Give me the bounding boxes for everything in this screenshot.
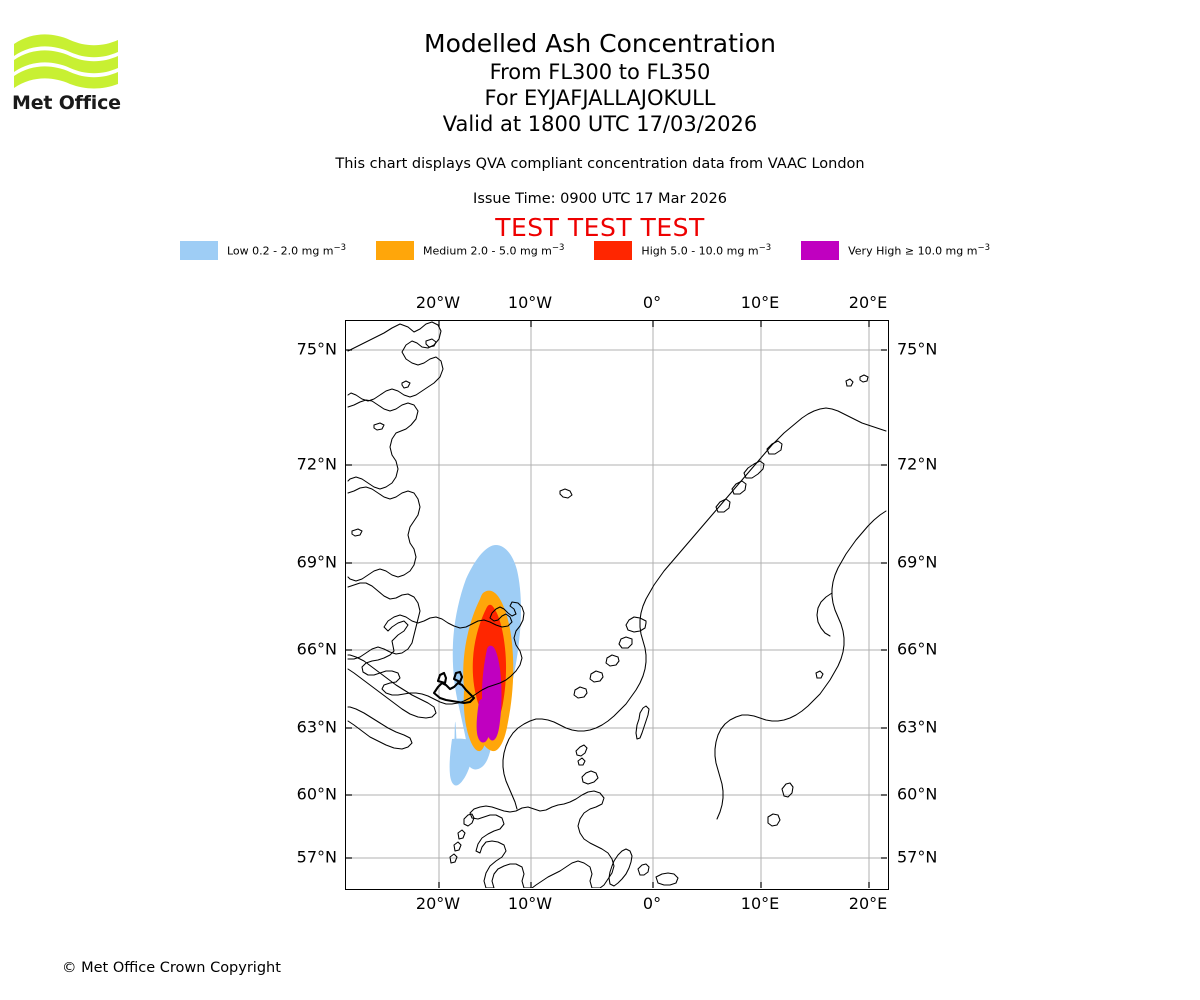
copyright-footer: © Met Office Crown Copyright [62,960,281,976]
legend-label-high: High 5.0 - 10.0 mg m−3 [641,243,772,258]
lon-tick-top-2: 0° [642,293,662,312]
legend-item-low: Low 0.2 - 2.0 mg m−3 [179,241,376,260]
coastline-faroe-islands [575,744,588,766]
lon-tick-top-3: 10°E [740,293,780,312]
lon-tick-bottom-3: 10°E [740,894,780,913]
lon-tick-top-0: 20°W [415,293,461,312]
lon-tick-bottom-0: 20°W [415,894,461,913]
legend-label-low: Low 0.2 - 2.0 mg m−3 [226,243,347,258]
legend-swatch-high [594,241,633,260]
legend-swatch-very-high [801,241,840,260]
qva-note: This chart displays QVA compliant concen… [335,156,865,172]
valid-time-subtitle: Valid at 1800 UTC 17/03/2026 [442,112,758,136]
grid-lines-lon [438,321,870,888]
legend-item-medium: Medium 2.0 - 5.0 mg m−3 [376,241,594,260]
axis-ticks [346,321,887,888]
lon-tick-bottom-4: 20°E [848,894,888,913]
lat-tick-left-60: 60°N [296,784,337,804]
map-frame [345,320,889,890]
met-office-logo: Met Office [12,28,132,114]
lon-tick-top-4: 20°E [848,293,888,312]
coastline-jan-mayen [559,488,573,499]
lat-tick-right-72: 72°N [897,454,938,474]
issue-time: Issue Time: 0900 UTC 17 Mar 2026 [473,191,727,207]
coastline-shetland [635,705,650,740]
lat-tick-right-66: 66°N [897,639,938,659]
legend-item-very-high: Very High ≥ 10.0 mg m−3 [801,241,1020,260]
ash-contour-very-high-south [476,697,492,743]
concentration-legend: Low 0.2 - 2.0 mg m−3 Medium 2.0 - 5.0 mg… [0,241,1200,260]
lat-tick-left-66: 66°N [296,639,337,659]
lat-tick-right-75: 75°N [897,339,938,359]
flight-level-subtitle: From FL300 to FL350 [489,60,711,84]
title-block: Modelled Ash Concentration From FL300 to… [0,28,1200,137]
map-plot-area: 20°W 10°W 0° 10°E 20°E 20°W 10°W 0° 10°E… [297,293,938,913]
lat-tick-right-57: 57°N [897,847,938,867]
coastline-scandinavia [502,378,887,887]
lon-tick-bottom-2: 0° [642,894,662,913]
lat-tick-left-72: 72°N [296,454,337,474]
test-banner: TEST TEST TEST [495,213,705,242]
lat-tick-left-57: 57°N [296,847,337,867]
met-office-wave-icon [14,34,118,89]
grid-lines-lat [346,349,887,859]
legend-label-very-high: Very High ≥ 10.0 mg m−3 [848,243,991,258]
coastline-iceland [361,601,525,705]
volcano-subtitle: For EYJAFJALLAJOKULL [484,86,716,110]
lon-tick-top-1: 10°W [507,293,553,312]
lat-tick-right-69: 69°N [897,552,938,572]
lat-tick-left-75: 75°N [296,339,337,359]
coastline-orkney [581,770,599,785]
coastline-greenland [347,321,444,750]
legend-swatch-medium [376,241,415,260]
lat-tick-right-60: 60°N [897,784,938,804]
legend-item-high: High 5.0 - 10.0 mg m−3 [594,241,801,260]
legend-label-medium: Medium 2.0 - 5.0 mg m−3 [423,243,565,258]
ash-contour-low-tail [449,738,474,786]
page-title: Modelled Ash Concentration [424,29,776,58]
map-canvas [346,321,887,888]
coastline-small-island-ne [859,374,869,383]
lat-tick-left-69: 69°N [296,552,337,572]
lat-tick-left-63: 63°N [296,717,337,737]
lon-tick-bottom-1: 10°W [507,894,553,913]
coastline-scotland [449,790,615,888]
legend-swatch-low [179,241,218,260]
met-office-logo-text: Met Office [12,92,121,114]
lat-tick-right-63: 63°N [897,717,938,737]
ash-plume-contours [449,545,521,786]
